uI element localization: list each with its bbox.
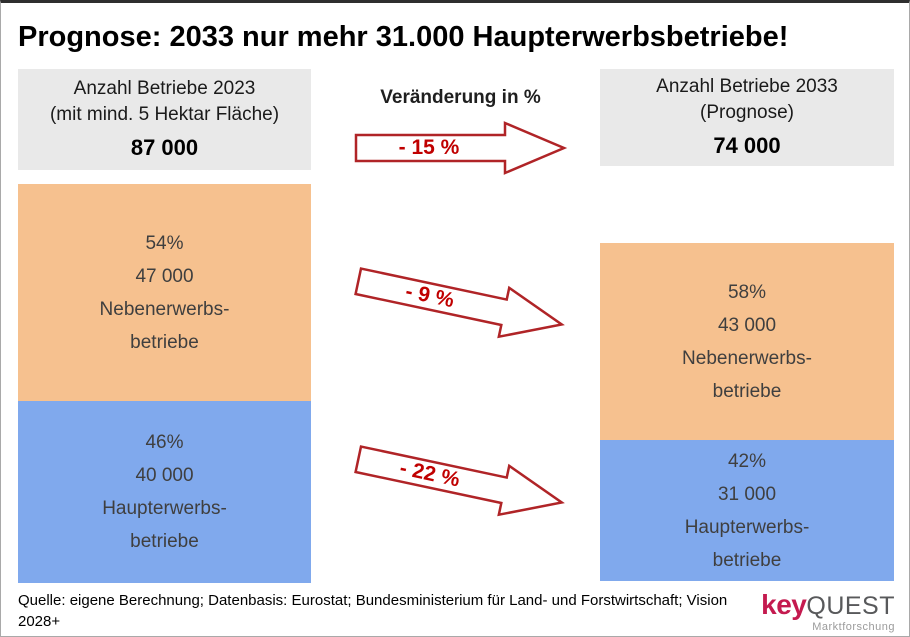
header-2033-line2: (Prognose) bbox=[700, 102, 794, 123]
right-arrow-icon bbox=[354, 445, 565, 517]
change-column-label: Veränderung in % bbox=[380, 87, 541, 108]
segment-label-line1: Nebenerwerbs- bbox=[99, 298, 230, 320]
source-line1: Quelle: eigene Berechnung; Datenbasis: E… bbox=[18, 592, 728, 630]
segment-2023-nebenerwerb: 54% 47 000 Nebenerwerbs- betriebe bbox=[18, 184, 311, 401]
header-box-2023: Anzahl Betriebe 2023 (mit mind. 5 Hektar… bbox=[18, 69, 311, 170]
change-arrow-total: - 15 % bbox=[353, 119, 568, 177]
logo-key-text: key bbox=[761, 589, 807, 620]
segment-count: 40 000 bbox=[135, 465, 194, 486]
source-line2: landwirte.keyquest.at bbox=[18, 632, 748, 636]
segment-pct: 46% bbox=[145, 432, 184, 453]
segment-pct: 54% bbox=[145, 232, 184, 254]
segment-label-line2: betriebe bbox=[130, 531, 199, 552]
segment-label-line1: Nebenerwerbs- bbox=[682, 347, 812, 369]
segment-2033-haupterwerb: 42% 31 000 Haupterwerbs- betriebe bbox=[600, 440, 894, 581]
segment-label-line1: Haupterwerbs- bbox=[684, 516, 810, 538]
header-2023-line2: (mit mind. 5 Hektar Fläche) bbox=[49, 104, 280, 125]
right-arrow-icon bbox=[354, 267, 565, 339]
change-value-haupterwerb: - 22 % bbox=[397, 456, 462, 492]
change-value-total: - 15 % bbox=[398, 136, 460, 159]
segment-2033-nebenerwerb: 58% 43 000 Nebenerwerbs- betriebe bbox=[600, 243, 894, 440]
segment-count: 47 000 bbox=[135, 265, 194, 287]
logo-quest-text: QUEST bbox=[806, 592, 895, 620]
segment-label-line2: betriebe bbox=[712, 549, 782, 571]
segment-pct: 58% bbox=[727, 281, 767, 303]
source-note: Quelle: eigene Berechnung; Datenbasis: E… bbox=[18, 590, 748, 636]
segment-label-line2: betriebe bbox=[130, 331, 199, 353]
segment-pct: 42% bbox=[727, 450, 767, 472]
right-arrow-icon bbox=[354, 121, 568, 175]
total-2033: 74 000 bbox=[713, 133, 781, 158]
keyquest-logo: keyQUEST Marktforschung bbox=[745, 591, 895, 633]
segment-2023-haupterwerb: 46% 40 000 Haupterwerbs- betriebe bbox=[18, 401, 311, 583]
change-arrow-haupterwerb: - 22 % bbox=[349, 430, 571, 531]
segment-label-line1: Haupterwerbs- bbox=[102, 498, 227, 519]
change-value-nebenerwerb: - 9 % bbox=[403, 279, 457, 313]
keyquest-logo-wordmark: keyQUEST bbox=[745, 591, 895, 619]
total-2023: 87 000 bbox=[130, 135, 199, 160]
logo-subtitle: Marktforschung bbox=[812, 621, 895, 633]
segment-count: 31 000 bbox=[717, 483, 777, 505]
segment-label-line2: betriebe bbox=[712, 380, 782, 402]
change-arrow-nebenerwerb: - 9 % bbox=[349, 252, 571, 353]
header-box-2033: Anzahl Betriebe 2033 (Prognose) 74 000 bbox=[600, 69, 894, 166]
header-2023-line1: Anzahl Betriebe 2023 bbox=[73, 78, 256, 99]
segment-count: 43 000 bbox=[717, 314, 777, 336]
page-title: Prognose: 2033 nur mehr 31.000 Haupterwe… bbox=[18, 21, 789, 53]
header-2033-line1: Anzahl Betriebe 2033 bbox=[656, 76, 838, 97]
